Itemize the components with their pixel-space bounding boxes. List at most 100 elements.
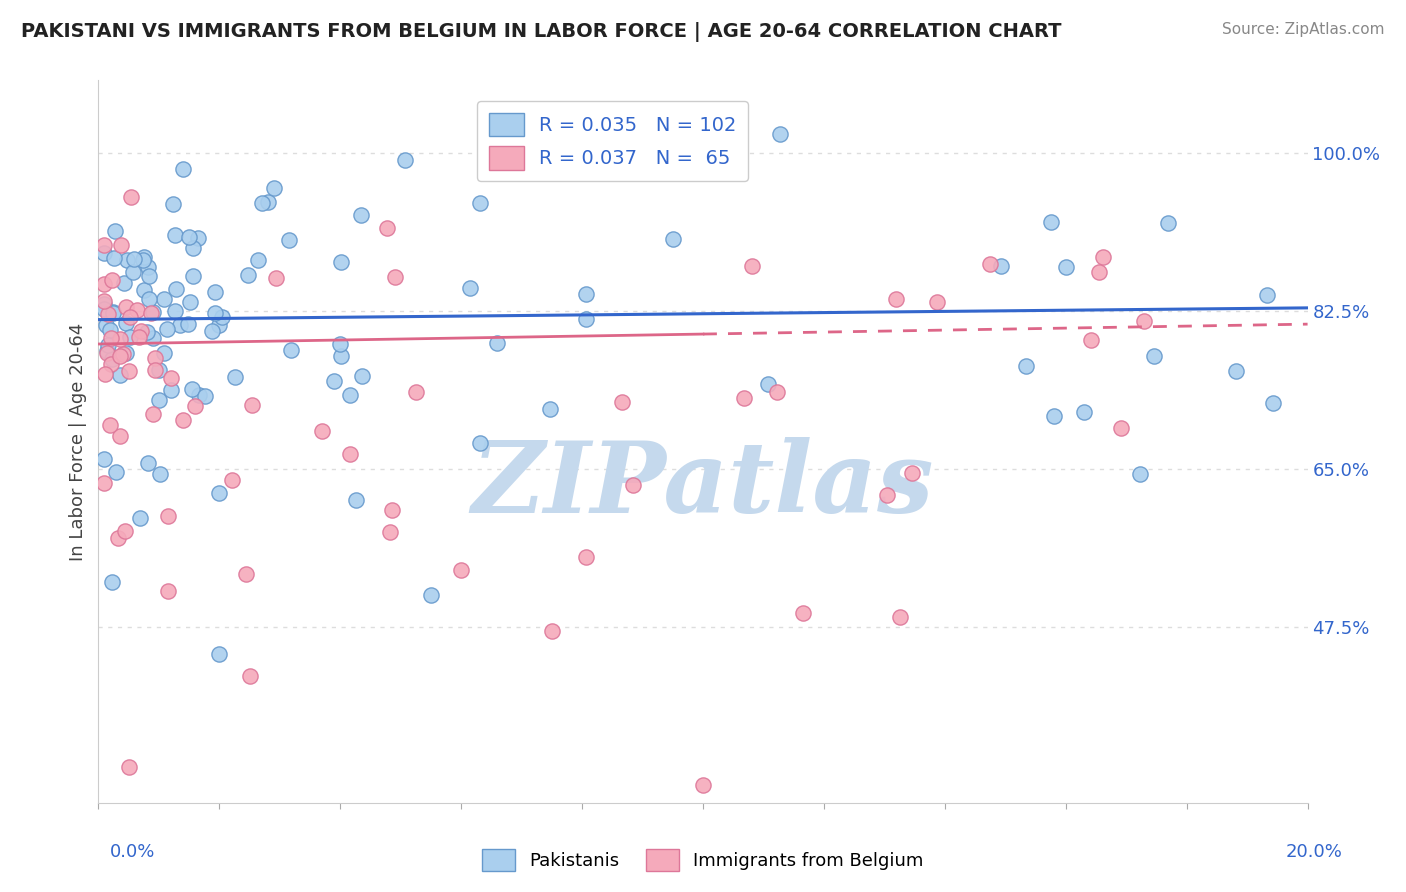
Point xyxy=(901,466,924,480)
Point xyxy=(98,323,121,337)
Point xyxy=(339,387,361,401)
Point xyxy=(108,332,131,346)
Point xyxy=(93,245,115,260)
Point xyxy=(93,293,115,308)
Point xyxy=(420,588,443,602)
Point xyxy=(120,310,142,324)
Point xyxy=(405,385,427,400)
Point xyxy=(128,329,150,343)
Point xyxy=(1225,364,1247,378)
Point xyxy=(621,478,644,492)
Point xyxy=(1040,215,1063,229)
Point xyxy=(381,503,404,517)
Point xyxy=(184,399,207,413)
Point xyxy=(138,268,160,283)
Point xyxy=(120,190,142,204)
Text: 20.0%: 20.0% xyxy=(1286,843,1343,861)
Point xyxy=(104,224,127,238)
Point xyxy=(311,424,333,438)
Point xyxy=(180,382,202,396)
Point xyxy=(160,383,183,397)
Point xyxy=(162,197,184,211)
Point xyxy=(1043,409,1066,424)
Point xyxy=(280,343,302,358)
Point xyxy=(758,376,780,391)
Point xyxy=(979,257,1001,271)
Point xyxy=(100,352,122,367)
Point xyxy=(239,669,262,683)
Point xyxy=(378,524,401,539)
Point xyxy=(1015,359,1038,374)
Point xyxy=(134,283,156,297)
Point xyxy=(108,349,131,363)
Point xyxy=(149,467,172,482)
Point xyxy=(377,221,399,235)
Point xyxy=(927,295,949,310)
Point xyxy=(96,343,118,358)
Point xyxy=(93,297,115,311)
Point xyxy=(450,563,472,577)
Point xyxy=(115,346,138,360)
Point xyxy=(1054,260,1077,275)
Point xyxy=(194,389,217,403)
Point xyxy=(211,310,233,325)
Legend: Pakistanis, Immigrants from Belgium: Pakistanis, Immigrants from Belgium xyxy=(475,842,931,879)
Point xyxy=(612,395,634,409)
Point xyxy=(394,153,416,167)
Point xyxy=(108,428,131,442)
Point xyxy=(172,161,194,176)
Point xyxy=(136,456,159,470)
Point xyxy=(235,567,257,582)
Point xyxy=(142,331,165,345)
Point xyxy=(384,269,406,284)
Point xyxy=(93,301,115,316)
Point xyxy=(179,229,201,244)
Point xyxy=(156,584,179,599)
Point xyxy=(118,760,141,774)
Point xyxy=(118,330,141,344)
Point xyxy=(134,250,156,264)
Point xyxy=(94,318,117,332)
Point xyxy=(96,346,118,360)
Point xyxy=(766,385,789,400)
Point xyxy=(204,285,226,300)
Point xyxy=(114,524,136,538)
Point xyxy=(143,351,166,366)
Point xyxy=(876,488,898,502)
Point xyxy=(221,473,243,487)
Point xyxy=(470,435,492,450)
Point xyxy=(111,346,134,360)
Point xyxy=(329,336,352,351)
Point xyxy=(98,418,121,433)
Point xyxy=(101,575,124,590)
Point xyxy=(165,282,187,296)
Point xyxy=(115,252,138,267)
Point xyxy=(1080,334,1102,348)
Point xyxy=(115,300,138,314)
Point xyxy=(1129,467,1152,482)
Point xyxy=(990,259,1012,273)
Point xyxy=(458,281,481,295)
Point xyxy=(884,292,907,306)
Point xyxy=(94,367,117,381)
Point xyxy=(208,647,231,661)
Point xyxy=(93,452,115,467)
Point xyxy=(1073,404,1095,418)
Point xyxy=(733,391,755,405)
Point xyxy=(118,364,141,378)
Point xyxy=(339,447,361,461)
Point xyxy=(1087,265,1109,279)
Point xyxy=(201,324,224,338)
Point xyxy=(156,509,179,524)
Point xyxy=(769,128,792,142)
Point xyxy=(263,181,285,195)
Text: PAKISTANI VS IMMIGRANTS FROM BELGIUM IN LABOR FORCE | AGE 20-64 CORRELATION CHAR: PAKISTANI VS IMMIGRANTS FROM BELGIUM IN … xyxy=(21,22,1062,42)
Point xyxy=(121,265,143,279)
Point xyxy=(662,232,685,246)
Point xyxy=(136,260,159,275)
Point xyxy=(101,305,124,319)
Point xyxy=(93,277,115,291)
Legend: R = 0.035   N = 102, R = 0.037   N =  65: R = 0.035 N = 102, R = 0.037 N = 65 xyxy=(477,101,748,181)
Point xyxy=(148,363,170,377)
Point xyxy=(172,412,194,426)
